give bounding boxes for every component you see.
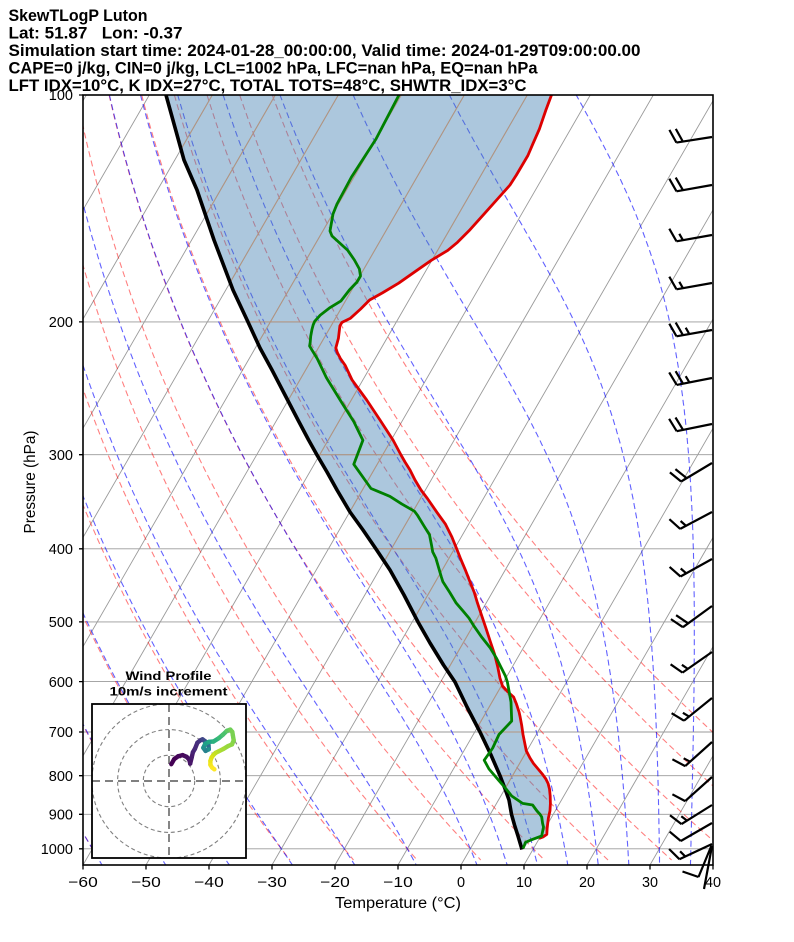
svg-text:Pressure (hPa): Pressure (hPa)	[22, 431, 39, 534]
svg-text:SkewTLogP Luton: SkewTLogP Luton	[9, 6, 148, 25]
svg-text:10m/s increment: 10m/s increment	[110, 685, 228, 699]
svg-text:−50: −50	[131, 875, 161, 891]
svg-text:LFT IDX=10°C, K IDX=27°C, TOTA: LFT IDX=10°C, K IDX=27°C, TOTAL TOTS=48°…	[9, 76, 527, 95]
svg-text:Wind Profile: Wind Profile	[126, 669, 212, 683]
svg-text:1000: 1000	[41, 842, 73, 858]
svg-text:900: 900	[49, 808, 73, 824]
svg-text:300: 300	[49, 448, 73, 464]
svg-text:Simulation start time: 2024-01: Simulation start time: 2024-01-28_00:00:…	[9, 41, 641, 60]
svg-text:−10: −10	[383, 875, 413, 891]
svg-text:30: 30	[642, 875, 658, 891]
svg-text:CAPE=0 j/kg, CIN=0 j/kg, LCL=1: CAPE=0 j/kg, CIN=0 j/kg, LCL=1002 hPa, L…	[9, 59, 539, 78]
svg-text:Temperature (°C): Temperature (°C)	[335, 895, 461, 912]
svg-text:−20: −20	[320, 875, 350, 891]
svg-text:40: 40	[705, 875, 721, 891]
svg-text:Lat: 51.87 Lon: -0.37: Lat: 51.87 Lon: -0.37	[9, 24, 183, 43]
svg-text:200: 200	[49, 315, 73, 331]
svg-text:−60: −60	[68, 875, 98, 891]
svg-text:500: 500	[49, 615, 73, 631]
svg-text:0: 0	[457, 875, 465, 891]
svg-text:10: 10	[516, 875, 532, 891]
svg-text:700: 700	[49, 725, 73, 741]
svg-text:400: 400	[49, 542, 73, 558]
svg-text:600: 600	[49, 675, 73, 691]
svg-text:−40: −40	[194, 875, 224, 891]
svg-text:−30: −30	[257, 875, 287, 891]
svg-text:800: 800	[49, 769, 73, 785]
svg-text:20: 20	[579, 875, 595, 891]
